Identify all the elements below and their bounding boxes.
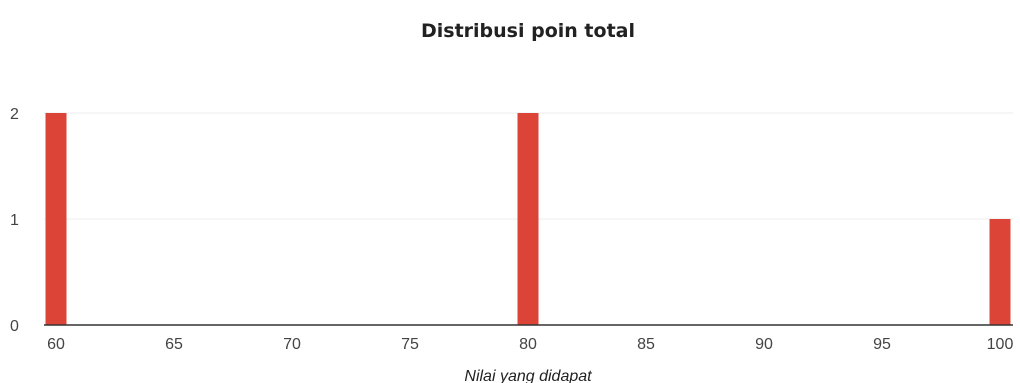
x-tick-label-2: 70 [283, 336, 301, 353]
y-axis-ticks: 0 1 2 [10, 106, 19, 335]
x-tick-label-6: 90 [755, 336, 773, 353]
bars [45, 113, 1011, 325]
x-tick-label-3: 75 [401, 336, 419, 353]
x-axis-ticks: 60 65 70 75 80 85 90 95 100 [47, 336, 1013, 353]
y-tick-label-2: 2 [10, 106, 19, 123]
x-tick-label-7: 95 [873, 336, 891, 353]
x-tick-label-8: 100 [987, 336, 1014, 353]
x-tick-label-0: 60 [47, 336, 65, 353]
x-axis-label: Nilai yang didapat [464, 368, 592, 383]
bar-1 [517, 113, 539, 325]
chart-title: Distribusi poin total [421, 20, 635, 42]
bar-0 [45, 113, 67, 325]
y-tick-label-1: 1 [10, 212, 19, 229]
x-tick-label-1: 65 [165, 336, 183, 353]
bar-2 [989, 219, 1011, 325]
x-tick-label-4: 80 [519, 336, 537, 353]
x-tick-label-5: 85 [637, 336, 655, 353]
y-tick-label-0: 0 [10, 318, 19, 335]
